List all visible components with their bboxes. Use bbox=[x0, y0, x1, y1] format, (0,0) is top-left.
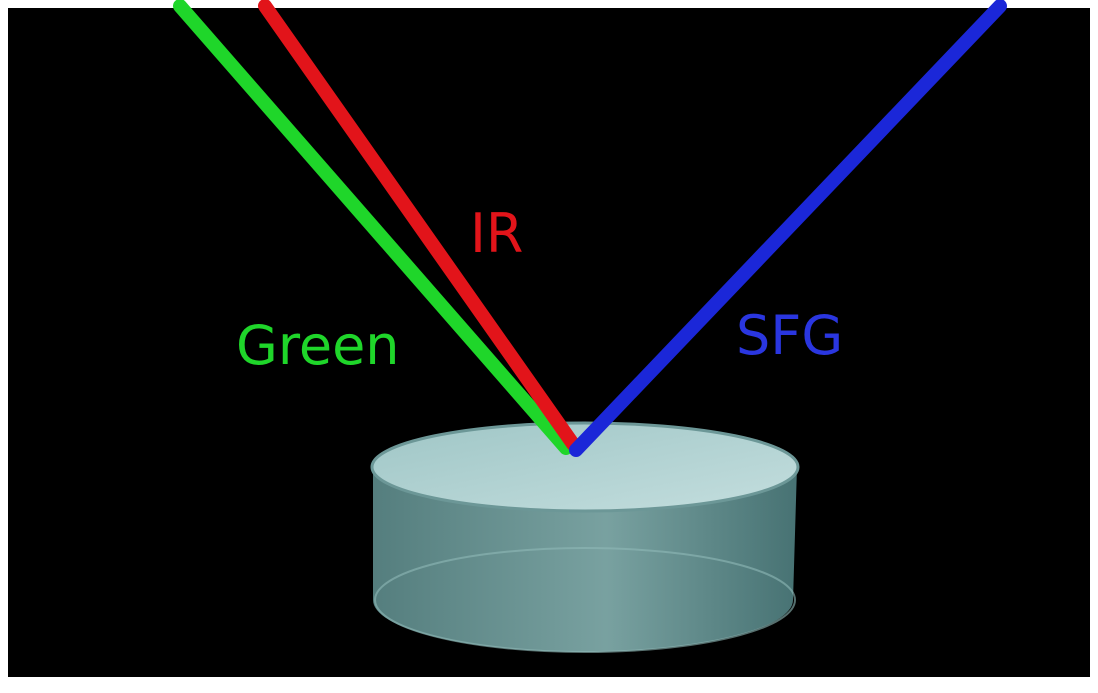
cylinder-top bbox=[370, 421, 800, 513]
ir-label: IR bbox=[470, 202, 523, 265]
cylinder-bottom bbox=[374, 547, 796, 653]
sfg-beam bbox=[569, 0, 1007, 457]
beams bbox=[173, 0, 1007, 457]
green-beam bbox=[173, 0, 573, 455]
sfg-label: SFG bbox=[736, 304, 843, 367]
cylinder-side bbox=[373, 467, 797, 652]
green-label: Green bbox=[236, 314, 400, 377]
ir-beam bbox=[258, 0, 580, 451]
sample-cylinder bbox=[370, 421, 800, 653]
